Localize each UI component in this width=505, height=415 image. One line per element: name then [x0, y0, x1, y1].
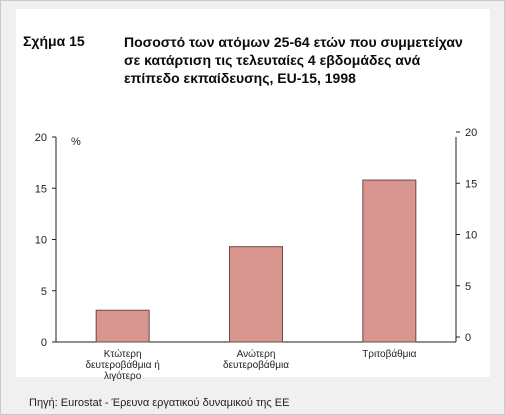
right-axis-ticks: 0 5 10 15 20: [456, 127, 477, 344]
left-axis-ticks: 0 5 10 15 20: [35, 132, 56, 349]
source-note: Πηγή: Eurostat - Έρευνα εργατικού δυναμι…: [29, 397, 290, 409]
category-label: Τριτοβάθμια: [362, 348, 416, 360]
right-tick-label: 10: [465, 230, 477, 242]
bar: [229, 246, 283, 343]
category-label: δευτεροβάθμια ή: [85, 359, 159, 371]
right-tick-label: 5: [465, 281, 471, 293]
figure-title: Ποσοστό των ατόμων 25-64 ετών που συμμετ…: [124, 34, 463, 86]
category-label: δευτεροβάθμια: [223, 359, 289, 371]
left-tick-label: 15: [35, 183, 47, 195]
category-label: Ανώτερη: [237, 348, 276, 360]
category-label: λιγότερο: [104, 370, 142, 382]
left-tick-label: 10: [35, 235, 47, 247]
right-tick-label: 20: [465, 127, 477, 139]
bar: [362, 179, 417, 343]
right-tick-label: 15: [465, 178, 477, 190]
bar: [95, 309, 150, 343]
bars-group: [95, 179, 417, 343]
left-tick-label: 0: [41, 337, 47, 349]
left-tick-label: 20: [35, 132, 47, 144]
figure-label: Σχήμα 15: [23, 33, 85, 49]
category-label: Κτώτερη: [104, 348, 142, 360]
right-tick-label: 0: [465, 332, 471, 344]
y-unit-label: %: [71, 136, 81, 148]
left-tick-label: 5: [41, 286, 47, 298]
